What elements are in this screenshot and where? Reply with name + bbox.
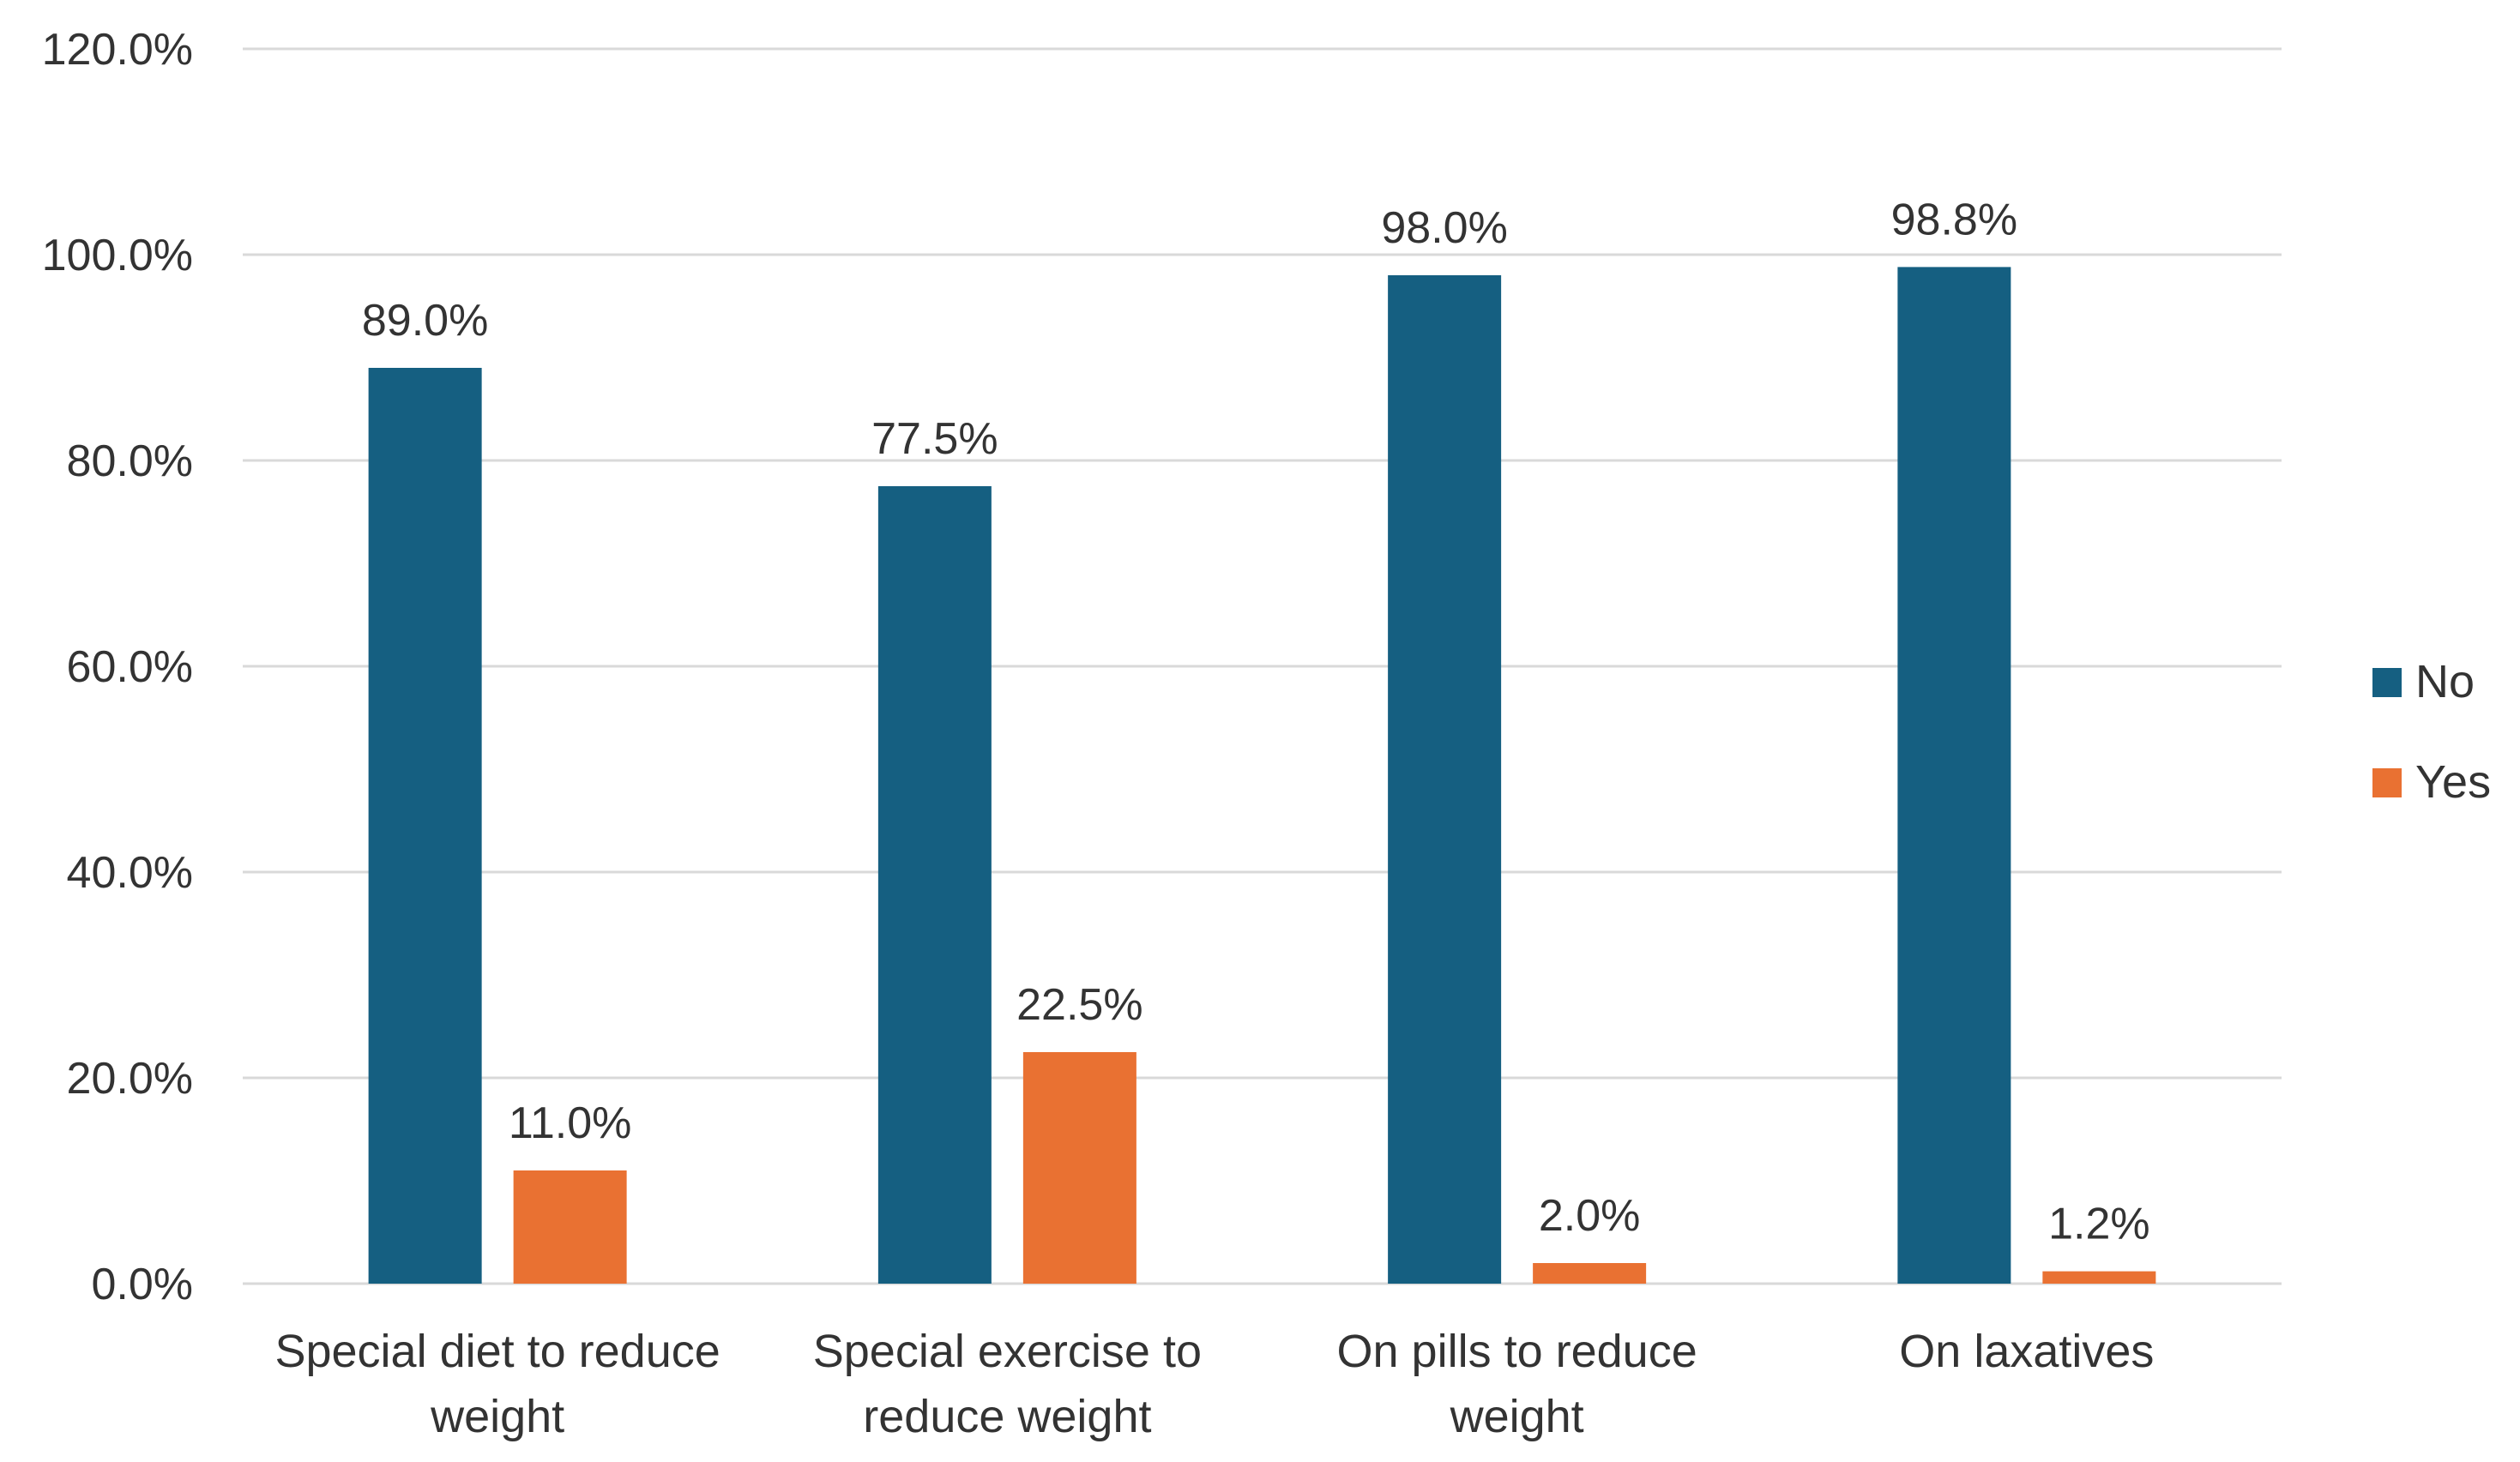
legend-swatch-no [2372, 668, 2402, 697]
legend-swatch-yes [2372, 768, 2402, 797]
x-category-label: On laxatives [1899, 1326, 2154, 1377]
data-label: 11.0% [509, 1098, 632, 1148]
data-labels: 89.0% 11.0% 77.5% 22.5% 98.0% 2.0% 98.8% 1.2% [362, 195, 2150, 1248]
data-label: 1.2% [2048, 1200, 2150, 1249]
y-tick-label: 120.0% [42, 25, 193, 75]
bars [368, 267, 2156, 1284]
y-tick-label: 40.0% [67, 848, 193, 898]
legend: No Yes [2372, 656, 2491, 808]
bar-yes [1022, 1052, 1136, 1284]
x-category-label: Special exercise to reduce weight [813, 1326, 1202, 1442]
x-category-label: On pills to reduce weight [1337, 1326, 1697, 1442]
y-tick-label: 20.0% [67, 1054, 193, 1104]
bar-no [1388, 275, 1502, 1284]
y-axis-ticks: 0.0% 20.0% 40.0% 60.0% 80.0% 100.0% 120.0% [42, 25, 193, 1309]
bar-no [368, 368, 482, 1284]
bar-yes [513, 1170, 627, 1284]
y-tick-label: 60.0% [67, 642, 193, 692]
y-tick-label: 0.0% [91, 1260, 193, 1309]
legend-label-yes: Yes [2415, 756, 2491, 808]
data-label: 98.0% [1381, 203, 1507, 253]
legend-label-no: No [2415, 656, 2475, 707]
data-label: 2.0% [1539, 1191, 1641, 1241]
data-label: 77.5% [871, 414, 998, 464]
bar-yes [1533, 1263, 1647, 1284]
data-label: 89.0% [362, 296, 488, 346]
bar-yes [2042, 1271, 2156, 1284]
y-tick-label: 80.0% [67, 436, 193, 486]
data-label: 22.5% [1016, 980, 1142, 1030]
x-axis-categories: Special diet to reduce weight Special exer… [274, 1326, 2154, 1442]
data-label: 98.8% [1891, 195, 2017, 244]
bar-no [1897, 267, 2011, 1284]
y-tick-label: 100.0% [42, 231, 193, 280]
bar-no [877, 486, 992, 1284]
gridlines [243, 47, 2282, 1285]
x-category-label: Special diet to reduce weight [274, 1326, 720, 1442]
